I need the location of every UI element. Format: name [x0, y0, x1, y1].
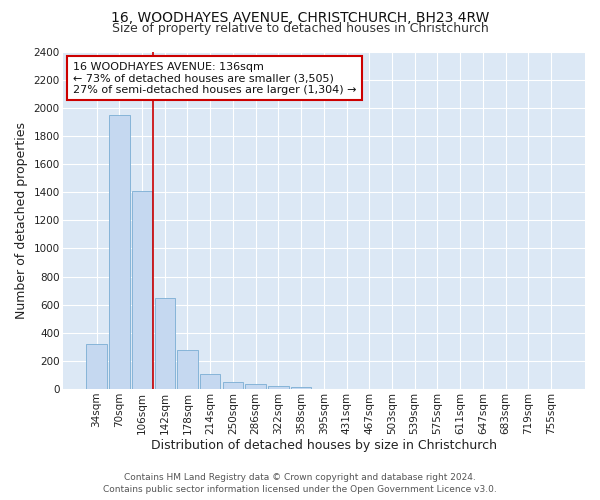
Bar [132, 190, 152, 389]
Text: Size of property relative to detached houses in Christchurch: Size of property relative to detached ho… [112, 22, 488, 35]
Bar [86, 344, 107, 389]
Text: 16 WOODHAYES AVENUE: 136sqm
← 73% of detached houses are smaller (3,505)
27% of : 16 WOODHAYES AVENUE: 136sqm ← 73% of det… [73, 62, 356, 95]
Bar [291, 387, 311, 389]
Bar [245, 384, 266, 389]
Bar [223, 382, 243, 389]
Bar [200, 374, 220, 389]
Text: Contains HM Land Registry data © Crown copyright and database right 2024.
Contai: Contains HM Land Registry data © Crown c… [103, 472, 497, 494]
X-axis label: Distribution of detached houses by size in Christchurch: Distribution of detached houses by size … [151, 440, 497, 452]
Bar [177, 350, 197, 389]
Bar [268, 386, 289, 389]
Bar [155, 298, 175, 389]
Bar [109, 115, 130, 389]
Y-axis label: Number of detached properties: Number of detached properties [15, 122, 28, 319]
Text: 16, WOODHAYES AVENUE, CHRISTCHURCH, BH23 4RW: 16, WOODHAYES AVENUE, CHRISTCHURCH, BH23… [111, 11, 489, 25]
